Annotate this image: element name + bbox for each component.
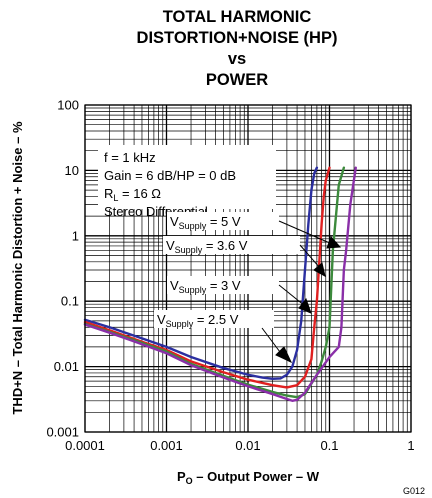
y-tick-label: 1 [72,228,79,243]
y-tick-label: 0.01 [54,359,79,374]
arrow-line-2-5v [261,327,281,353]
callout-3v-prefix: V [170,278,179,293]
callout-3-6v-sub: Supply [175,245,203,255]
callout-5v-prefix: V [170,214,179,229]
condition-load: RL = 16 Ω [104,186,161,203]
chart-title: TOTAL HARMONIC DISTORTION+NOISE (HP) vs … [137,8,338,89]
data-series [83,166,357,402]
x-tick-label: 1 [407,438,414,453]
condition-frequency: f = 1 kHz [104,150,156,165]
condition-gain: Gain = 6 dB/HP = 0 dB [104,168,236,183]
plot-frame [84,104,412,433]
arrow-line-5v [278,220,333,245]
load-symbol: R [104,186,113,201]
callout-3-6v-prefix: V [166,238,175,253]
callout-2-5v-value: = 2.5 V [193,312,238,327]
arrow-head-5v [326,236,342,249]
x-axis-label-subscript: O [186,476,193,486]
x-tick-label: 0.001 [150,438,183,453]
callout-boxes [154,212,300,328]
x-axis-label-text: – Output Power – W [193,469,320,484]
load-subscript: L [113,193,118,203]
x-tick-label: 0.1 [320,438,338,453]
callout-2-5v-sub: Supply [166,319,194,329]
y-tick-label: 100 [57,98,79,113]
figure-id: G012 [403,486,425,496]
title-line-2: DISTORTION+NOISE (HP) [137,29,338,47]
callout-bg-3v [167,276,279,294]
y-tick-label: 0.1 [61,294,79,309]
arrow-head-3v [298,297,312,314]
x-axis-label: PO – Output Power – W [177,469,320,486]
arrow-head-3-6v [313,262,326,277]
callout-arrows [261,220,342,364]
callout-5v: VSupply = 5 V [170,214,241,231]
x-axis-label-symbol: P [177,469,186,484]
arrow-head-2-5v [275,346,293,364]
callout-bg-2-5v [154,310,274,328]
conditions-background [98,145,276,209]
title-line-3: vs [228,50,246,68]
title-line-1: TOTAL HARMONIC [163,8,312,26]
arrow-line-3-6v [299,244,321,269]
x-tick-label: 0.0001 [65,438,105,453]
callout-5v-sub: Supply [179,221,207,231]
y-tick-label: 0.001 [46,425,79,440]
load-value: = 16 Ω [118,186,161,201]
series-line-2 [83,166,331,389]
series-line-1 [83,166,319,381]
y-tick-label: 10 [65,163,79,178]
x-tick-label: 0.01 [235,438,260,453]
callout-3v-value: = 3 V [206,278,241,293]
callout-labels: VSupply = 5 V VSupply = 3.6 V VSupply = … [157,214,248,329]
callout-2-5v-prefix: V [157,312,166,327]
title-line-4: POWER [206,71,268,89]
callout-5v-value: = 5 V [206,214,241,229]
callout-3v: VSupply = 3 V [170,278,241,295]
callout-2-5v: VSupply = 2.5 V [157,312,239,329]
arrow-line-3v [278,284,306,307]
y-axis-label: THD+N – Total Harmonic Distortion + Nois… [10,121,25,414]
callout-bg-5v [167,212,279,230]
callout-bg-3-6v [163,236,300,254]
callout-3v-sub: Supply [179,285,207,295]
callout-3-6v: VSupply = 3.6 V [166,238,248,255]
callout-3-6v-value: = 3.6 V [202,238,247,253]
series-line-4 [83,166,357,402]
test-conditions: f = 1 kHz Gain = 6 dB/HP = 0 dB RL = 16 … [98,145,276,219]
